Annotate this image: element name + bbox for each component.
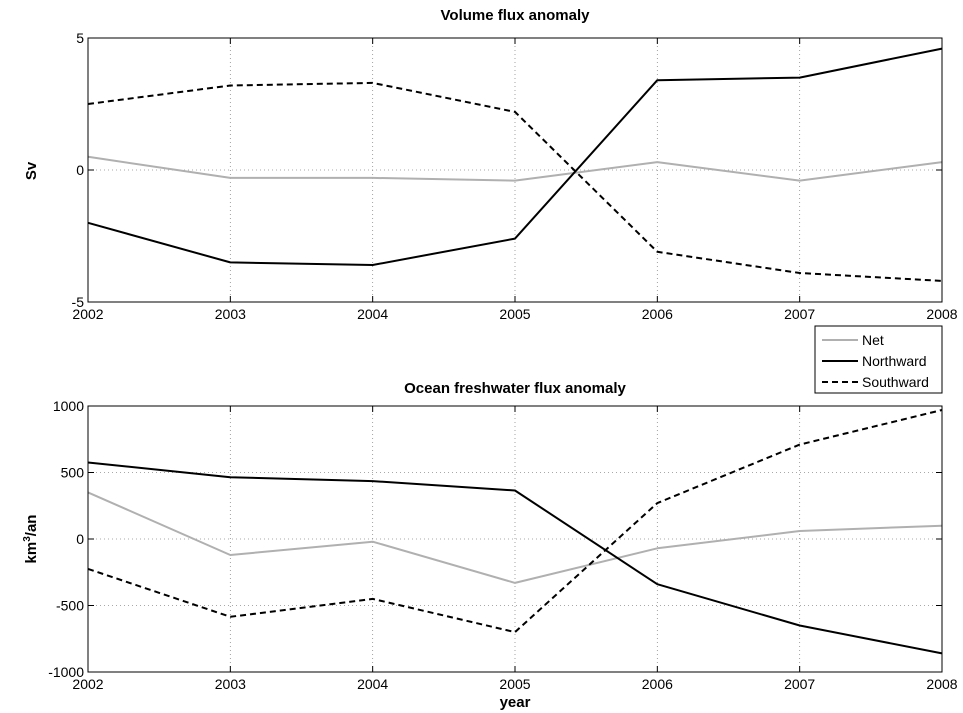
freshwater-flux-xtick-label: 2008: [926, 676, 957, 692]
volume-flux-series-southward-line: [87, 81, 943, 282]
volume-flux-xtick-label: 2006: [642, 306, 673, 322]
freshwater-flux-xtick-label: 2006: [642, 676, 673, 692]
legend: Net Northward Southward: [814, 325, 943, 394]
volume-flux-ytick-label: -5: [72, 294, 85, 310]
freshwater-flux-ticks: 2002 2003 2004 2005 2006 2007 2008 -1000 -500 0 50…: [48, 398, 958, 692]
freshwater-flux-ytick-label: -1000: [48, 664, 84, 680]
freshwater-flux-panel: Ocean freshwater flux anomaly km3/an 200…: [22, 380, 958, 711]
volume-flux-title: Volume flux anomaly: [441, 7, 591, 24]
freshwater-flux-xtick-label: 2003: [215, 676, 246, 692]
volume-flux-ticks: 2002 2003 2004 2005 2006 2007 2008 -5 0 5: [72, 30, 958, 322]
ylabel-tail: /an: [23, 515, 40, 537]
volume-flux-series-net-line: [87, 155, 943, 182]
freshwater-flux-title: Ocean freshwater flux anomaly: [404, 380, 626, 397]
freshwater-flux-xtick-label: 2005: [499, 676, 530, 692]
ylabel-base: km: [23, 542, 40, 564]
volume-flux-panel: Volume flux anomaly Sv 2002 2003 2004 2005 2…: [23, 7, 958, 322]
legend-label-northward: Northward: [862, 353, 927, 369]
legend-label-southward: Southward: [862, 374, 929, 390]
volume-flux-ytick-label: 0: [76, 162, 84, 178]
freshwater-flux-xtick-label: 2002: [72, 676, 103, 692]
freshwater-flux-series: [87, 409, 943, 655]
volume-flux-xtick-label: 2002: [72, 306, 103, 322]
freshwater-flux-ytick-label: 0: [76, 531, 84, 547]
volume-flux-xtick-label: 2003: [215, 306, 246, 322]
volume-flux-series: [87, 47, 943, 282]
legend-label-net: Net: [862, 332, 884, 348]
freshwater-flux-xtick-label: 2007: [784, 676, 815, 692]
freshwater-flux-xlabel: year: [500, 694, 531, 711]
volume-flux-xtick-label: 2005: [499, 306, 530, 322]
freshwater-flux-ylabel: km3/an: [22, 515, 40, 564]
freshwater-flux-series-net-line: [87, 491, 943, 584]
freshwater-flux-series-southward-line: [87, 409, 943, 634]
volume-flux-grid: [88, 38, 942, 302]
freshwater-flux-ytick-label: -500: [56, 598, 84, 614]
volume-flux-ytick-label: 5: [76, 30, 84, 46]
volume-flux-xtick-label: 2007: [784, 306, 815, 322]
freshwater-flux-xtick-label: 2004: [357, 676, 388, 692]
volume-flux-ylabel: Sv: [23, 161, 40, 180]
ylabel-sup: 3: [22, 536, 33, 542]
freshwater-flux-ytick-label: 500: [61, 465, 85, 481]
volume-flux-series-northward-line: [87, 47, 943, 266]
volume-flux-xtick-label: 2008: [926, 306, 957, 322]
freshwater-flux-series-northward-line: [87, 461, 943, 655]
freshwater-flux-ytick-label: 1000: [53, 398, 84, 414]
volume-flux-xtick-label: 2004: [357, 306, 388, 322]
freshwater-flux-grid: [88, 406, 942, 672]
